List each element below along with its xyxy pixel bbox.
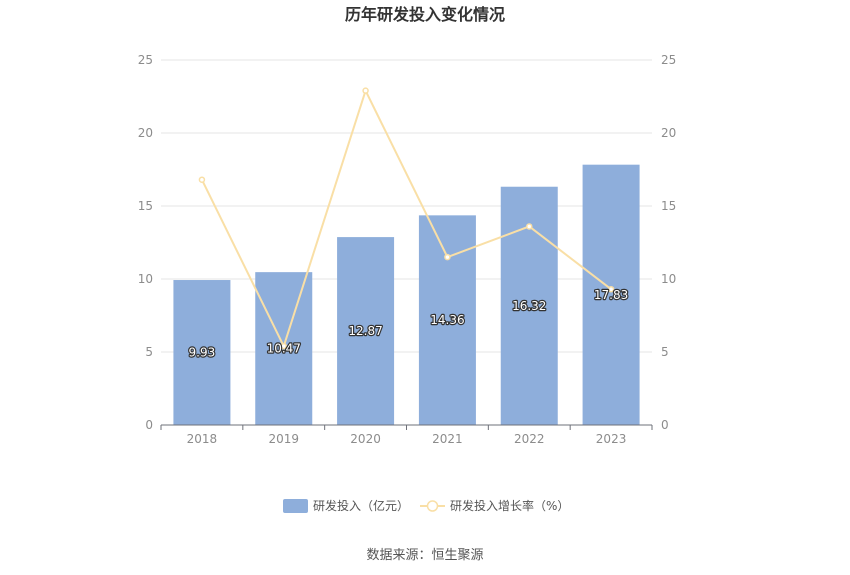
- x-tick-label: 2019: [268, 432, 299, 446]
- line-layer: [198, 87, 615, 350]
- growth-point: [280, 342, 287, 350]
- x-tick-label: 2021: [432, 432, 463, 446]
- legend: 研发投入（亿元） 研发投入增长率（%）: [283, 498, 569, 513]
- growth-point: [526, 223, 533, 230]
- bar-value-label: 9.93: [189, 346, 216, 360]
- bar-value-label: 10.47: [267, 342, 301, 356]
- y2-tick-label: 15: [661, 199, 676, 213]
- bar: [173, 280, 231, 425]
- chart-title: 历年研发投入变化情况: [345, 5, 505, 24]
- growth-line: [201, 87, 612, 349]
- growth-point: [362, 87, 369, 94]
- legend-line-label: 研发投入增长率（%）: [450, 498, 569, 513]
- label-layer: 9.93 10.47 12.87 14.36 16.32 17.83: [187, 287, 629, 361]
- y2-tick-label: 25: [661, 53, 676, 67]
- growth-point: [198, 176, 206, 183]
- bar-value-label: 14.36: [430, 313, 464, 327]
- growth-point: [607, 285, 615, 293]
- bar-value-label: 16.32: [512, 299, 546, 313]
- legend-bar-label: 研发投入（亿元）: [313, 498, 409, 513]
- y-tick-label: 25: [138, 53, 153, 67]
- x-tick-label: 2020: [350, 432, 381, 446]
- bar-value-label: 12.87: [348, 324, 382, 338]
- legend-bar-swatch: [283, 499, 308, 513]
- growth-point: [444, 253, 451, 261]
- y2-tick-label: 0: [661, 418, 669, 432]
- y-tick-label: 20: [138, 126, 153, 140]
- x-tick-label: 2023: [596, 432, 627, 446]
- y2-tick-label: 20: [661, 126, 676, 140]
- bar-layer: [173, 164, 640, 425]
- bar: [582, 164, 640, 425]
- x-tick-label: 2018: [187, 432, 218, 446]
- y2-tick-label: 5: [661, 345, 669, 359]
- y-tick-label: 0: [145, 418, 153, 432]
- legend-line-marker: [426, 500, 439, 512]
- y-tick-label: 5: [145, 345, 153, 359]
- legend-item-line[interactable]: 研发投入增长率（%）: [420, 498, 569, 513]
- grid-layer: [161, 59, 652, 353]
- bar: [337, 237, 395, 425]
- y2-tick-label: 10: [661, 272, 676, 286]
- x-tick-label: 2022: [514, 432, 545, 446]
- bar-value-label: 17.83: [594, 288, 628, 302]
- y-tick-label: 15: [138, 199, 153, 213]
- source-note: 数据来源：恒生聚源: [366, 548, 483, 563]
- axis-layer: 0 5 10 15 20 25 0 5 10 15 20 25 2018 2019 2020 2021 2022…: [138, 53, 677, 446]
- y-tick-label: 10: [138, 272, 153, 286]
- legend-item-bar[interactable]: 研发投入（亿元）: [283, 498, 409, 513]
